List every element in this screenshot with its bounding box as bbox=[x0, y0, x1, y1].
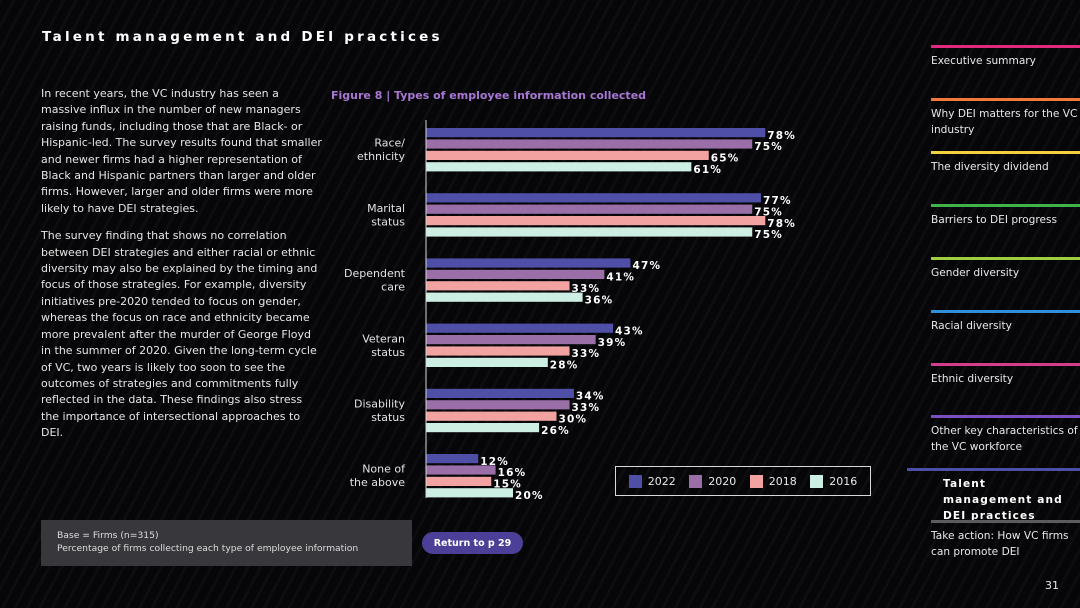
base-note-line-1: Base = Firms (n=315) bbox=[57, 530, 159, 541]
category-label: Marital bbox=[367, 202, 405, 215]
bar-2022 bbox=[426, 388, 574, 398]
legend-item-2020: 2020 bbox=[689, 474, 737, 488]
figure-title: Figure 8 | Types of employee information… bbox=[331, 89, 647, 102]
page-number: 31 bbox=[1045, 579, 1059, 592]
bar-2016 bbox=[426, 162, 692, 172]
base-note-line-2: Percentage of firms collecting each type… bbox=[57, 543, 359, 554]
legend-swatch-2018 bbox=[749, 474, 763, 488]
data-label: 20% bbox=[515, 490, 544, 502]
bar-2020 bbox=[426, 139, 753, 149]
base-note: Base = Firms (n=315) Percentage of firms… bbox=[41, 520, 412, 566]
data-label: 12% bbox=[480, 456, 509, 468]
nav-item-take-action[interactable]: Take action: How VC firms can promote DE… bbox=[931, 520, 1080, 561]
data-label: 75% bbox=[754, 229, 783, 241]
body-paragraph-1: In recent years, the VC industry has see… bbox=[41, 87, 322, 215]
data-label: 77% bbox=[763, 195, 792, 207]
bar-2016 bbox=[426, 357, 548, 367]
chart-legend: 2022 2020 2018 2016 bbox=[615, 466, 871, 496]
data-label: 28% bbox=[550, 360, 579, 372]
category-label: Race/ bbox=[374, 137, 405, 150]
nav-item-gender-diversity[interactable]: Gender diversity bbox=[931, 257, 1080, 282]
data-label: 39% bbox=[598, 337, 627, 349]
legend-label-2022: 2022 bbox=[647, 474, 676, 488]
bar-2022 bbox=[426, 323, 614, 333]
data-label: 78% bbox=[767, 130, 796, 142]
bar-2020 bbox=[426, 269, 605, 279]
bar-2022 bbox=[426, 128, 766, 138]
data-label: 75% bbox=[754, 141, 783, 153]
data-label: 15% bbox=[493, 479, 522, 491]
bar-2018 bbox=[426, 346, 570, 356]
legend-swatch-2020 bbox=[689, 474, 703, 488]
data-label: 30% bbox=[559, 413, 588, 425]
legend-item-2022: 2022 bbox=[628, 474, 676, 488]
bar-2018 bbox=[426, 150, 709, 160]
bar-2022 bbox=[426, 193, 761, 203]
nav-item-executive-summary[interactable]: Executive summary bbox=[931, 45, 1080, 70]
data-label: 36% bbox=[585, 294, 614, 306]
category-label: status bbox=[371, 411, 405, 424]
data-label: 43% bbox=[615, 325, 644, 337]
bar-2022 bbox=[426, 258, 631, 268]
data-label: 16% bbox=[498, 467, 527, 479]
category-label: care bbox=[381, 281, 405, 294]
nav-item-diversity-dividend[interactable]: The diversity dividend bbox=[931, 151, 1080, 176]
legend-item-2018: 2018 bbox=[749, 474, 797, 488]
bar-2020 bbox=[426, 335, 596, 345]
bar-2020 bbox=[426, 465, 496, 475]
data-label: 33% bbox=[572, 348, 601, 360]
category-label: the above bbox=[350, 476, 406, 489]
nav-item-racial-diversity[interactable]: Racial diversity bbox=[931, 310, 1080, 335]
bar-2016 bbox=[426, 292, 583, 302]
data-label: 75% bbox=[754, 206, 783, 218]
nav-item-other-characteristics[interactable]: Other key characteristics of the VC work… bbox=[931, 415, 1080, 456]
legend-label-2016: 2016 bbox=[829, 474, 858, 488]
bar-chart: Race/ethnicity78%75%65%61%Maritalstatus7… bbox=[344, 120, 796, 502]
body-text: In recent years, the VC industry has see… bbox=[41, 86, 323, 453]
data-label: 33% bbox=[572, 402, 601, 414]
data-label: 65% bbox=[711, 153, 740, 165]
data-label: 33% bbox=[572, 283, 601, 295]
category-label: Veteran bbox=[362, 332, 405, 345]
category-label: status bbox=[371, 215, 405, 228]
page-title: Talent management and DEI practices bbox=[42, 29, 443, 45]
bar-2020 bbox=[426, 400, 570, 410]
category-label: Dependent bbox=[344, 267, 406, 280]
bar-2020 bbox=[426, 204, 753, 214]
nav-item-ethnic-diversity[interactable]: Ethnic diversity bbox=[931, 363, 1080, 388]
category-label: None of bbox=[362, 463, 406, 476]
data-label: 34% bbox=[576, 391, 605, 403]
legend-label-2020: 2020 bbox=[708, 474, 737, 488]
nav-item-why-dei-matters[interactable]: Why DEI matters for the VC industry bbox=[931, 98, 1080, 139]
nav-item-barriers[interactable]: Barriers to DEI progress bbox=[931, 204, 1080, 229]
legend-swatch-2022 bbox=[628, 474, 642, 488]
data-label: 26% bbox=[541, 425, 570, 437]
bar-2016 bbox=[426, 227, 753, 237]
legend-swatch-2016 bbox=[810, 474, 824, 488]
bar-2018 bbox=[426, 216, 766, 226]
data-label: 47% bbox=[632, 260, 661, 272]
return-button[interactable]: Return to p 29 bbox=[422, 532, 523, 554]
legend-item-2016: 2016 bbox=[810, 474, 858, 488]
data-label: 61% bbox=[693, 164, 722, 176]
bar-2018 bbox=[426, 281, 570, 291]
bar-2018 bbox=[426, 411, 557, 421]
data-label: 41% bbox=[606, 272, 635, 284]
bar-2016 bbox=[426, 423, 540, 433]
category-label: status bbox=[371, 346, 405, 359]
data-label: 78% bbox=[767, 218, 796, 230]
bar-2018 bbox=[426, 476, 492, 486]
category-label: Disability bbox=[354, 398, 405, 411]
category-label: ethnicity bbox=[357, 150, 405, 163]
bar-2016 bbox=[426, 488, 513, 498]
bar-2022 bbox=[426, 454, 479, 464]
body-paragraph-2: The survey finding that shows no correla… bbox=[41, 229, 318, 440]
legend-label-2018: 2018 bbox=[768, 474, 797, 488]
nav-item-talent-management[interactable]: Talent management and DEI practices bbox=[907, 468, 1080, 524]
